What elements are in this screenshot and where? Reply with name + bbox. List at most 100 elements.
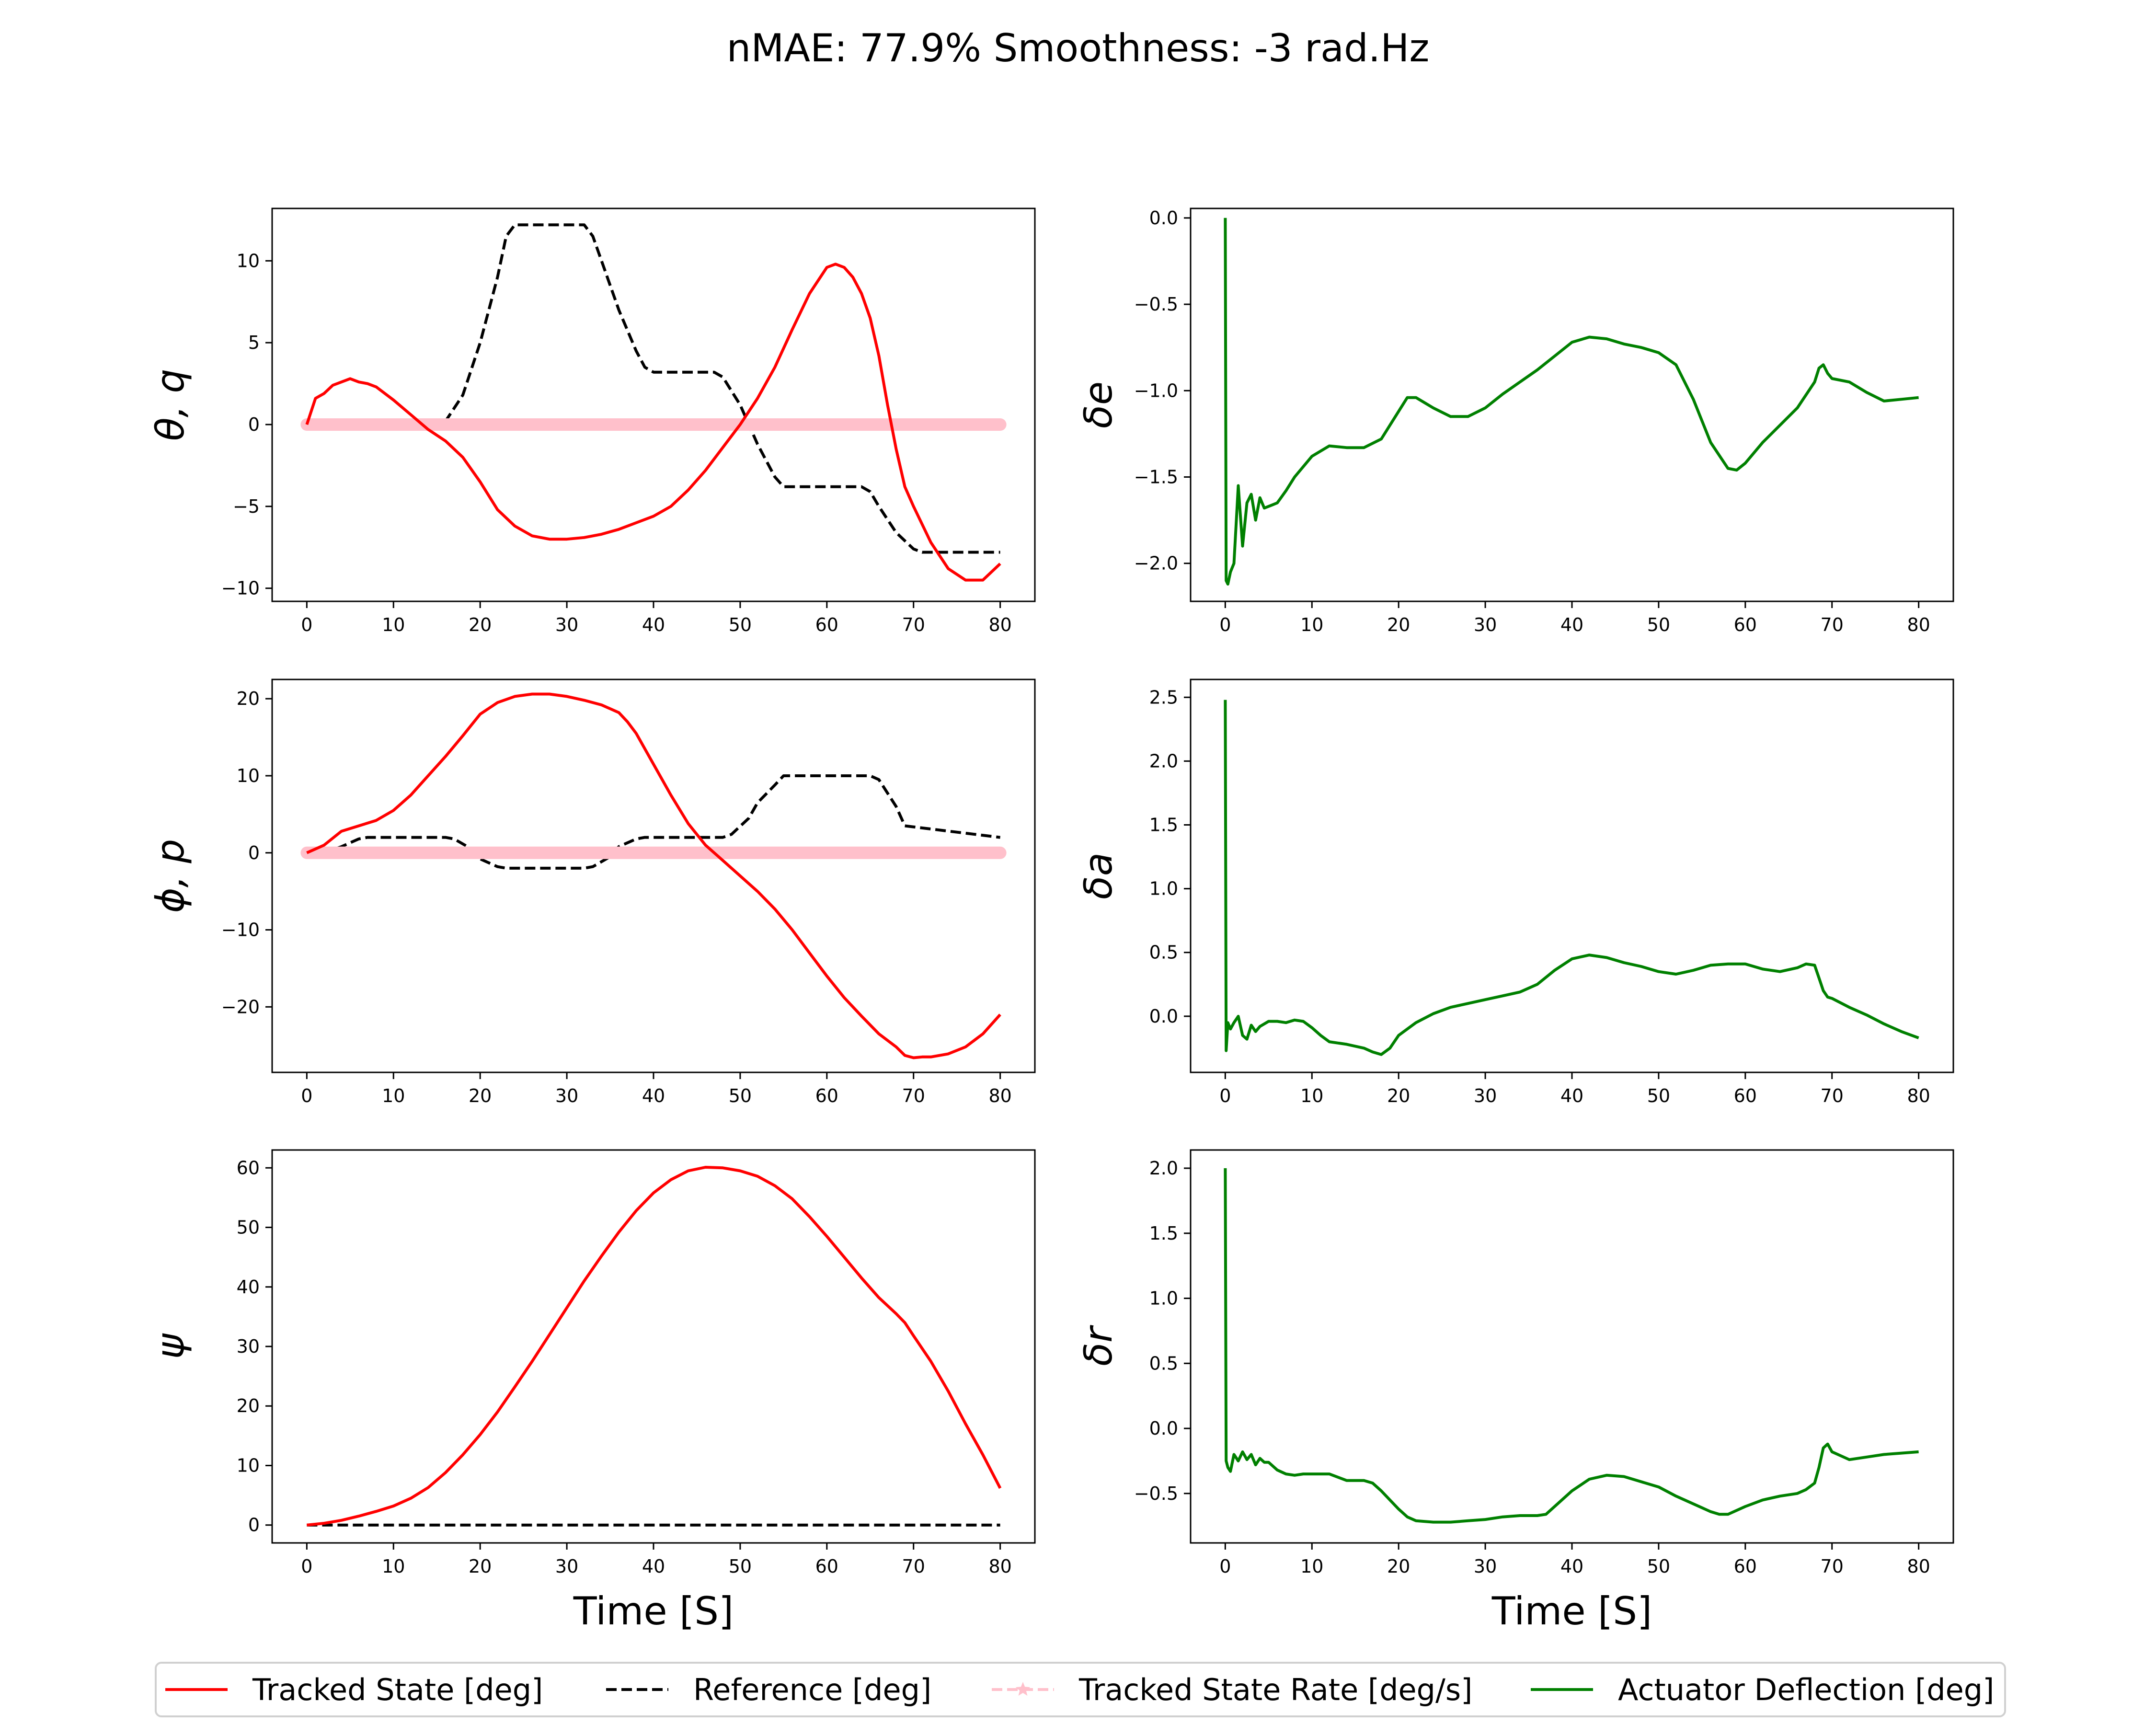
x-tick-label: 40 — [1560, 1556, 1583, 1577]
plot-area — [300, 223, 1007, 582]
axes-frame — [1190, 678, 1954, 1073]
series-line-tracked — [306, 692, 1001, 1059]
y-axis-label: ψ — [148, 1333, 193, 1359]
subplot-6: 0 10 20 30 40 50 60 70 80 −0.5 0.0 0.5 1.0 1.5 2.0 δr Ti… — [1076, 1149, 1954, 1633]
x-tick-label: 40 — [642, 1556, 665, 1577]
plot-area — [1224, 1168, 1919, 1524]
y-axis-label: δa — [1076, 852, 1121, 899]
y-tick-label: 2.0 — [1149, 1158, 1178, 1179]
y-tick-label: −5 — [233, 496, 260, 517]
x-tick-label: 60 — [815, 1085, 838, 1106]
y-tick-label: 0.0 — [1149, 207, 1178, 229]
x-axis-label: Time [S] — [1491, 1589, 1652, 1633]
x-tick-label: 0 — [301, 1085, 312, 1106]
x-tick-label: 30 — [555, 1556, 578, 1577]
y-tick-label: 0 — [248, 842, 260, 863]
x-tick-label: 40 — [642, 1085, 665, 1106]
legend-star-marker — [1015, 1682, 1031, 1696]
x-tick-label: 30 — [1474, 614, 1497, 635]
x-tick-label: 70 — [902, 1085, 925, 1106]
y-tick-label: 1.5 — [1149, 1223, 1178, 1244]
subplot-2: 0 10 20 30 40 50 60 70 80 −2.0 −1.5 −1.0 −0.5 0.0 δe — [1076, 207, 1954, 635]
x-tick-label: 40 — [642, 614, 665, 635]
y-tick-label: −10 — [221, 578, 260, 599]
x-tick-label: 30 — [1474, 1556, 1497, 1577]
plot-area — [1224, 218, 1919, 586]
x-tick-label: 20 — [1387, 614, 1410, 635]
legend-item: Reference [deg] — [606, 1672, 931, 1707]
y-tick-label: 10 — [237, 1455, 260, 1476]
x-tick-label: 10 — [1300, 1556, 1323, 1577]
y-axis-label: ϕ, p — [148, 839, 193, 913]
y-tick-label: 1.5 — [1149, 815, 1178, 836]
legend-label: Actuator Deflection [deg] — [1618, 1672, 1994, 1707]
x-tick-label: 30 — [555, 614, 578, 635]
x-tick-label: 80 — [1907, 614, 1930, 635]
x-tick-label: 30 — [555, 1085, 578, 1106]
x-tick-label: 0 — [1219, 1085, 1231, 1106]
x-tick-label: 10 — [382, 614, 405, 635]
series-line-actuator — [1224, 700, 1919, 1056]
legend-item: Tracked State Rate [deg/s] — [992, 1672, 1472, 1707]
y-tick-label: 20 — [237, 1395, 260, 1416]
x-tick-label: 20 — [469, 1085, 492, 1106]
x-tick-label: 10 — [382, 1556, 405, 1577]
y-tick-label: 10 — [237, 765, 260, 786]
axes-frame — [271, 678, 1036, 1073]
x-tick-label: 0 — [301, 614, 312, 635]
series-line-actuator — [1224, 218, 1919, 586]
y-tick-label: 5 — [248, 332, 260, 353]
y-tick-label: 50 — [237, 1217, 260, 1238]
x-tick-label: 80 — [988, 1085, 1011, 1106]
axes-frame — [271, 207, 1036, 602]
plot-area — [300, 692, 1007, 1059]
y-tick-label: 1.0 — [1149, 878, 1178, 899]
y-tick-label: 0.0 — [1149, 1418, 1178, 1439]
x-tick-label: 10 — [1300, 614, 1323, 635]
x-tick-label: 50 — [729, 1085, 752, 1106]
x-tick-label: 50 — [729, 1556, 752, 1577]
y-tick-label: 10 — [237, 250, 260, 271]
y-tick-label: 1.0 — [1149, 1288, 1178, 1309]
x-tick-label: 60 — [1734, 1556, 1757, 1577]
y-tick-label: −1.0 — [1134, 380, 1178, 401]
y-tick-label: 2.5 — [1149, 687, 1178, 708]
legend-item: Tracked State [deg] — [165, 1672, 543, 1707]
y-tick-label: −20 — [221, 996, 260, 1017]
y-axis-label: θ, q — [148, 369, 193, 441]
series-line-tracked — [305, 263, 1001, 582]
y-tick-label: 2.0 — [1149, 750, 1178, 771]
y-tick-label: −10 — [221, 920, 260, 941]
x-tick-label: 80 — [988, 1556, 1011, 1577]
x-tick-label: 60 — [815, 614, 838, 635]
x-tick-label: 70 — [1821, 1556, 1844, 1577]
subplot-grid: 0 10 20 30 40 50 60 70 80 −10 −5 0 5 10 θ, q 0 10 20 30 40 5… — [148, 207, 1954, 1633]
legend-label: Tracked State Rate [deg/s] — [1078, 1672, 1472, 1707]
x-tick-label: 60 — [1734, 1085, 1757, 1106]
x-tick-label: 70 — [1821, 614, 1844, 635]
x-tick-label: 0 — [301, 1556, 312, 1577]
x-tick-label: 70 — [1821, 1085, 1844, 1106]
x-tick-label: 20 — [469, 614, 492, 635]
y-axis-label: δr — [1076, 1324, 1121, 1366]
subplot-5: 0 10 20 30 40 50 60 70 80 0 10 20 30 40 50 60 ψ Time [S] — [148, 1149, 1036, 1633]
x-tick-label: 50 — [1647, 1085, 1670, 1106]
x-axis-label: Time [S] — [573, 1589, 734, 1633]
y-axis-label: δe — [1076, 381, 1121, 428]
y-tick-label: 20 — [237, 688, 260, 709]
subplot-4: 0 10 20 30 40 50 60 70 80 0.0 0.5 1.0 1.5 2.0 2.5 δa — [1076, 678, 1954, 1106]
y-tick-label: 0.5 — [1149, 942, 1178, 963]
x-tick-label: 60 — [815, 1556, 838, 1577]
series-line-actuator — [1224, 1168, 1919, 1524]
x-tick-label: 0 — [1219, 1556, 1231, 1577]
x-tick-label: 0 — [1219, 614, 1231, 635]
x-tick-label: 40 — [1560, 1085, 1583, 1106]
y-tick-label: 0 — [248, 1515, 260, 1536]
legend: Tracked State [deg] Reference [deg] Tracke… — [155, 1662, 2006, 1717]
plot-area — [1224, 700, 1919, 1056]
y-tick-label: 40 — [237, 1276, 260, 1298]
legend-label: Tracked State [deg] — [252, 1672, 543, 1707]
y-tick-label: 60 — [237, 1157, 260, 1178]
subplot-1: 0 10 20 30 40 50 60 70 80 −10 −5 0 5 10 θ, q — [148, 207, 1036, 635]
